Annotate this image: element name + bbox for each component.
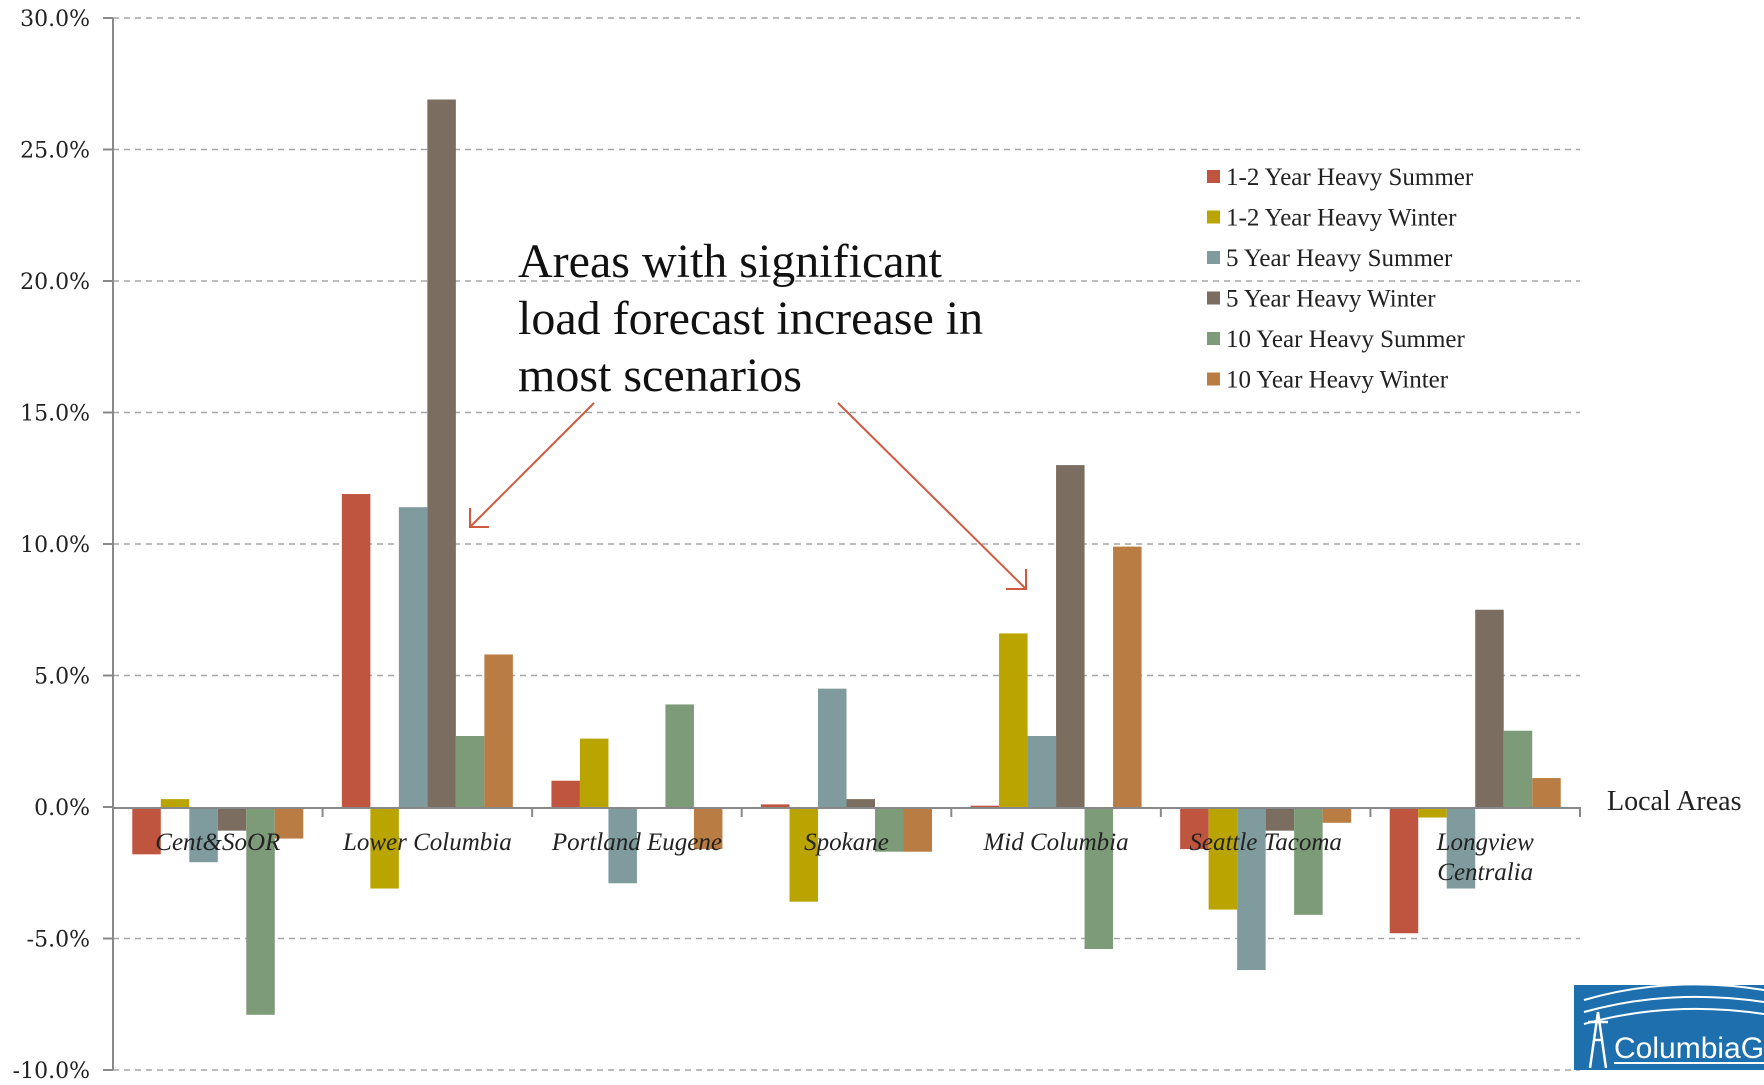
bar xyxy=(875,807,904,852)
bar xyxy=(370,807,399,889)
x-category-label: Lower Columbia xyxy=(342,829,512,856)
x-axis-title: Local Areas xyxy=(1607,786,1742,817)
bar xyxy=(999,633,1028,807)
legend-swatch xyxy=(1207,332,1220,345)
bar xyxy=(274,807,304,839)
legend-label: 5 Year Heavy Summer xyxy=(1226,245,1453,272)
bar xyxy=(818,688,847,807)
bar xyxy=(246,807,275,1015)
bar xyxy=(693,807,723,850)
x-category-label: Longview xyxy=(1436,829,1535,856)
bar xyxy=(1265,807,1295,831)
x-category-label: Spokane xyxy=(804,829,889,856)
columbia-grid-logo: ColumbiaG xyxy=(1574,983,1764,1070)
y-tick-labels: -10.0% -5.0% 0.0% 5.0% 10.0% 15.0% 20.0% 25.0% 3… xyxy=(13,7,90,1084)
y-tick-label: 10.0% xyxy=(20,533,90,558)
bar xyxy=(579,738,609,807)
legend-label: 10 Year Heavy Winter xyxy=(1226,367,1449,394)
y-tick-label: 0.0% xyxy=(34,796,90,821)
legend-swatch xyxy=(1207,291,1220,305)
bar xyxy=(217,807,247,831)
bar xyxy=(1446,807,1476,889)
bar xyxy=(1027,735,1057,807)
bar xyxy=(665,704,694,807)
bar xyxy=(1389,807,1419,934)
bar xyxy=(1208,807,1238,910)
bar xyxy=(846,799,875,807)
bar xyxy=(132,807,161,855)
bar xyxy=(1237,807,1266,971)
annotation-line-2: load forecast increase in xyxy=(518,292,983,345)
bar xyxy=(761,804,790,807)
bars xyxy=(132,99,1561,1015)
legend-swatch xyxy=(1207,372,1220,386)
bar xyxy=(551,780,580,807)
y-tick-label: -5.0% xyxy=(27,928,90,953)
bar xyxy=(1532,778,1561,807)
legend-label: 1-2 Year Heavy Summer xyxy=(1226,164,1474,191)
bar xyxy=(1418,807,1447,818)
bar xyxy=(341,494,371,807)
x-category-label: Mid Columbia xyxy=(982,829,1128,856)
y-tick-label: 25.0% xyxy=(20,139,90,164)
bar xyxy=(160,799,190,807)
annotation-arrow-right xyxy=(837,402,1027,590)
legend-label: 10 Year Heavy Summer xyxy=(1226,326,1466,353)
bar xyxy=(1056,465,1085,807)
bar xyxy=(189,807,218,863)
legend-swatch xyxy=(1207,210,1220,224)
x-category-label: Portland Eugene xyxy=(551,829,722,856)
bar xyxy=(1503,730,1533,807)
bar xyxy=(1180,807,1209,850)
axes xyxy=(112,18,1580,1070)
annotation-line-1: Areas with significant xyxy=(518,235,943,288)
legend-label: 5 Year Heavy Winter xyxy=(1226,286,1436,313)
bar xyxy=(1475,609,1504,807)
legend: 1-2 Year Heavy Summer 1-2 Year Heavy Wint… xyxy=(1207,164,1474,394)
bar xyxy=(484,654,513,807)
bar xyxy=(789,807,818,902)
x-category-label: Seattle Tacoma xyxy=(1189,829,1342,856)
x-category-label: Centralia xyxy=(1437,859,1533,886)
bar xyxy=(1294,807,1323,915)
bar xyxy=(427,99,456,807)
annotation: Areas with significant load forecast inc… xyxy=(469,235,1027,590)
bar xyxy=(608,807,637,884)
logo-text: ColumbiaG xyxy=(1614,1032,1764,1065)
y-tick-label: 5.0% xyxy=(34,665,90,690)
bar xyxy=(455,735,485,807)
legend-swatch xyxy=(1207,170,1220,183)
bar xyxy=(398,507,428,807)
x-category-labels: Cent&SoOR Lower Columbia Portland Eugene Sp… xyxy=(112,807,1581,886)
bar xyxy=(1113,546,1142,807)
x-category-label: Cent&SoOR xyxy=(155,829,280,856)
annotation-line-3: most scenarios xyxy=(518,349,802,402)
y-tick-label: 15.0% xyxy=(20,402,90,427)
annotation-arrow-left xyxy=(469,402,595,528)
y-tick-label: 20.0% xyxy=(20,270,90,295)
y-tick-label: -10.0% xyxy=(13,1059,90,1084)
bar xyxy=(970,805,1000,807)
y-tick-label: 30.0% xyxy=(20,7,90,32)
bar xyxy=(1322,807,1352,823)
legend-swatch xyxy=(1207,251,1220,264)
bar xyxy=(1084,807,1114,950)
legend-label: 1-2 Year Heavy Winter xyxy=(1226,205,1457,232)
bar xyxy=(903,807,932,852)
